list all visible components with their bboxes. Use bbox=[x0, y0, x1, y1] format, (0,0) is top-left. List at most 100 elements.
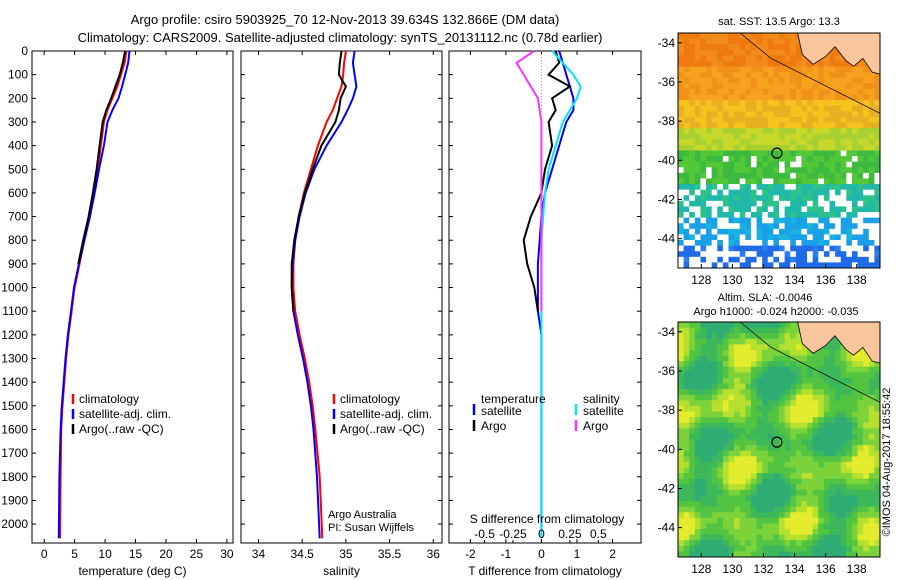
sla_map-cell bbox=[812, 545, 819, 552]
sst_map-cell bbox=[728, 44, 735, 51]
sla_map-cell bbox=[762, 394, 769, 401]
sla_map-cell bbox=[767, 383, 774, 390]
sla_map-cell bbox=[857, 439, 864, 446]
sst_map-cell bbox=[734, 55, 741, 62]
sst_map-cell bbox=[700, 144, 707, 151]
sst_map-cell bbox=[756, 111, 763, 118]
sst_map-cell bbox=[678, 223, 685, 230]
sst_map-cell bbox=[706, 256, 713, 263]
sst_map-cell bbox=[734, 150, 741, 157]
sst_map-cell bbox=[734, 133, 741, 140]
sla_map-cell bbox=[874, 545, 881, 552]
sst_map-cell bbox=[756, 105, 763, 112]
sst_map-cell bbox=[801, 245, 808, 252]
sst_map-cell bbox=[851, 228, 858, 235]
sst_map-cell bbox=[717, 167, 724, 174]
sst_map-cell bbox=[683, 234, 690, 241]
sst_map-cell bbox=[745, 49, 752, 56]
sst_map-cell bbox=[734, 116, 741, 123]
sst_map-cell bbox=[829, 256, 836, 263]
sst_map-cell bbox=[739, 105, 746, 112]
sst_map-cell bbox=[739, 44, 746, 51]
sst_map-cell bbox=[694, 251, 701, 258]
sst_map-cell bbox=[840, 217, 847, 224]
sla_map-cell bbox=[683, 433, 690, 440]
sla_map-cell bbox=[717, 422, 724, 429]
sst_map-cell bbox=[868, 195, 875, 202]
sla_map-cell bbox=[700, 478, 707, 485]
sst_map-cell bbox=[790, 245, 797, 252]
sst_map-cell bbox=[750, 217, 757, 224]
sst_map-cell bbox=[722, 88, 729, 95]
sst_map-cell bbox=[846, 77, 853, 84]
temperature-xtick-label: 0 bbox=[41, 547, 48, 561]
sst_map-cell bbox=[734, 234, 741, 241]
sst_map-cell bbox=[840, 133, 847, 140]
temperature-xlabel: temperature (deg C) bbox=[78, 564, 186, 578]
sla_map-cell bbox=[683, 551, 690, 558]
sla_map-cell bbox=[767, 361, 774, 368]
sla_map-cell bbox=[863, 501, 870, 508]
sst_map-cell bbox=[779, 33, 786, 39]
sst_map-cell bbox=[728, 200, 735, 207]
sst_map-cell bbox=[762, 172, 769, 179]
sst_map-cell bbox=[756, 161, 763, 168]
sla_map-cell bbox=[829, 484, 836, 491]
sla_map-cell bbox=[823, 534, 830, 541]
sla_map-cell bbox=[801, 501, 808, 508]
sla_map-cell bbox=[795, 529, 802, 536]
sla_map-cell bbox=[829, 489, 836, 496]
sst_map-cell bbox=[756, 262, 763, 269]
sla_map-cell bbox=[829, 411, 836, 418]
sla_map-cell bbox=[829, 545, 836, 552]
sst_map-cell bbox=[711, 150, 718, 157]
sla_map-cell bbox=[728, 545, 735, 552]
sla_map-cell bbox=[846, 467, 853, 474]
sla_map-cell bbox=[790, 366, 797, 373]
sst_map-cell bbox=[812, 200, 819, 207]
sla_map-cell bbox=[846, 411, 853, 418]
sst_map-cell bbox=[745, 150, 752, 157]
sst_map-xtick-label: 136 bbox=[816, 273, 836, 287]
sla_map-cell bbox=[683, 394, 690, 401]
sla_map-cell bbox=[711, 361, 718, 368]
sst_map-cell bbox=[795, 88, 802, 95]
sla_map-cell bbox=[728, 327, 735, 334]
sst_map-cell bbox=[683, 212, 690, 219]
sst_map-cell bbox=[846, 156, 853, 163]
sst_map-cell bbox=[807, 200, 814, 207]
temperature-ytick-label: 1700 bbox=[1, 446, 28, 460]
sst_map-cell bbox=[795, 251, 802, 258]
sla_map-cell bbox=[689, 512, 696, 519]
sla_map-cell bbox=[795, 517, 802, 524]
sla_map-cell bbox=[717, 456, 724, 463]
sst_map-cell bbox=[745, 167, 752, 174]
sst_map-cell bbox=[784, 189, 791, 196]
sla_map-cell bbox=[745, 405, 752, 412]
sst_map-cell bbox=[739, 72, 746, 79]
sst_map-cell bbox=[773, 217, 780, 224]
sst_map-cell bbox=[756, 33, 763, 39]
sst_map-cell bbox=[829, 77, 836, 84]
sst_map-cell bbox=[863, 144, 870, 151]
sst_map-cell bbox=[829, 206, 836, 213]
sst_map-cell bbox=[711, 94, 718, 101]
sla_map-cell bbox=[750, 400, 757, 407]
sst_map-cell bbox=[795, 60, 802, 67]
sla_map-cell bbox=[812, 405, 819, 412]
sst_map-cell bbox=[818, 94, 825, 101]
sla_map-cell bbox=[739, 445, 746, 452]
sst_map-cell bbox=[734, 189, 741, 196]
sst_map-cell bbox=[722, 128, 729, 135]
sst_map-cell bbox=[750, 144, 757, 151]
sst_map-cell bbox=[835, 83, 842, 90]
sla_map-cell bbox=[801, 405, 808, 412]
sst_map-cell bbox=[700, 223, 707, 230]
sst_map-cell bbox=[818, 256, 825, 263]
sst_map-cell bbox=[762, 60, 769, 67]
sst_map-cell bbox=[717, 60, 724, 67]
sst_map-cell bbox=[750, 240, 757, 247]
sla_map-cell bbox=[711, 439, 718, 446]
sla_map-cell bbox=[868, 473, 875, 480]
sla_map-cell bbox=[694, 523, 701, 530]
